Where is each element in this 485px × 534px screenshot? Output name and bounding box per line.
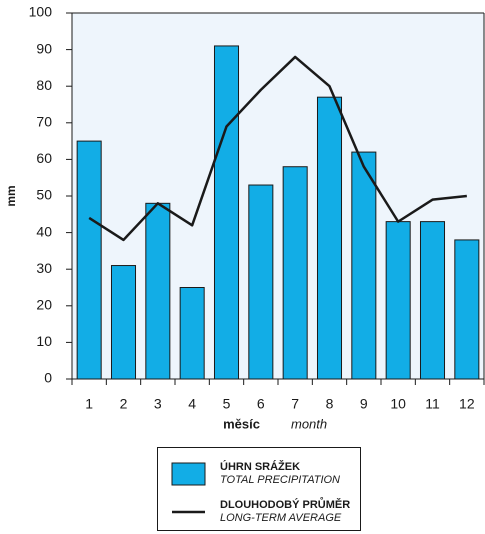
bar xyxy=(282,166,308,380)
y-tick-label: 0 xyxy=(44,370,52,386)
y-tick-label: 80 xyxy=(36,77,52,93)
y-tick-label: 40 xyxy=(36,223,52,239)
x-tick-label: 2 xyxy=(120,396,128,412)
y-tick-label: 90 xyxy=(36,40,52,56)
bar xyxy=(110,265,137,380)
y-tick-label: 20 xyxy=(36,297,52,313)
x-tick-label: 3 xyxy=(154,396,162,412)
x-tick-label: 6 xyxy=(257,396,265,412)
line xyxy=(88,55,467,242)
x-axis-label: měsíc xyxy=(223,416,260,431)
y-tick-label: 10 xyxy=(36,333,52,349)
x-tick-label: 11 xyxy=(425,396,440,412)
y-tick-label: 30 xyxy=(36,260,52,276)
x-tick-label: 9 xyxy=(360,396,368,412)
legend-label: ÚHRN SRÁŽEK xyxy=(220,460,300,473)
bar xyxy=(213,45,240,380)
y-axis-label: mm xyxy=(4,185,18,206)
bar xyxy=(385,221,411,380)
bar xyxy=(316,96,343,380)
y-tick-label: 60 xyxy=(36,150,52,166)
legend-sublabel: LONG-TERM AVERAGE xyxy=(220,512,342,524)
legend-label: DLOUHODOBÝ PRŮMĚR xyxy=(220,497,350,511)
y-tick-label: 100 xyxy=(29,4,53,20)
bar xyxy=(419,221,446,380)
x-tick-label: 4 xyxy=(188,396,196,412)
bar xyxy=(145,202,171,380)
bar xyxy=(351,151,377,380)
bar xyxy=(179,287,205,380)
x-tick-label: 7 xyxy=(291,396,299,412)
bar xyxy=(76,140,102,380)
x-tick-label: 5 xyxy=(223,396,231,412)
legend-swatch xyxy=(171,462,206,486)
x-tick-label: 8 xyxy=(326,396,334,412)
bar xyxy=(454,239,480,380)
y-tick-label: 50 xyxy=(36,187,52,203)
x-tick-label: 12 xyxy=(459,396,475,412)
bar xyxy=(248,184,274,380)
x-tick-label: 10 xyxy=(390,396,406,412)
legend-box xyxy=(157,447,361,531)
x-tick-label: 1 xyxy=(85,396,93,412)
x-axis-label-translation: month xyxy=(291,416,327,431)
legend-sublabel: TOTAL PRECIPITATION xyxy=(220,474,340,486)
y-tick-label: 70 xyxy=(36,114,52,130)
